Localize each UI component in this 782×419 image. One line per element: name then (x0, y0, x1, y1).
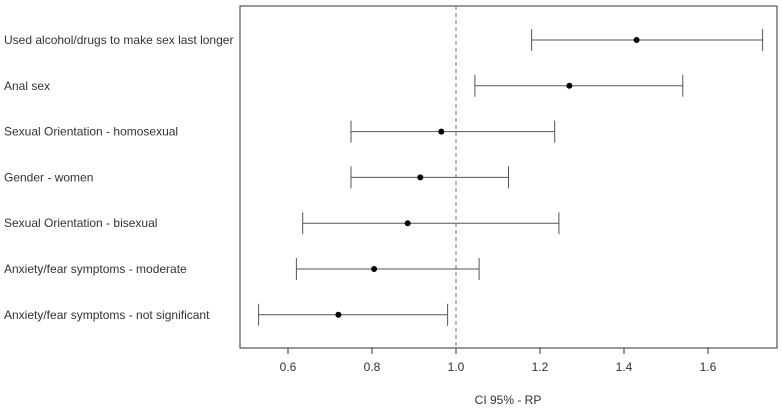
row-label: Sexual Orientation - bisexual (4, 216, 157, 230)
x-tick-label: 0.6 (280, 360, 297, 374)
x-tick-label: 0.8 (364, 360, 381, 374)
row-label: Anal sex (4, 79, 50, 93)
estimate-point (371, 266, 378, 272)
estimate-point (335, 311, 342, 318)
plot-frame (239, 5, 778, 349)
row-label: Anxiety/fear symptoms - moderate (4, 262, 187, 276)
estimate-point (566, 82, 573, 89)
estimate-point (633, 37, 640, 43)
x-tick-label: 1.2 (532, 360, 549, 374)
estimate-point (404, 220, 411, 227)
row-label: Sexual Orientation - homosexual (4, 125, 178, 139)
row-label: Gender - women (4, 170, 93, 184)
estimate-point (438, 128, 445, 135)
x-axis-label: CI 95% - RP (475, 393, 542, 407)
estimate-point (417, 174, 424, 181)
row-label: Used alcohol/drugs to make sex last long… (4, 33, 233, 47)
row-label: Anxiety/fear symptoms - not significant (4, 308, 210, 322)
x-tick-label: 1.0 (448, 360, 465, 374)
x-tick-label: 1.6 (700, 360, 717, 374)
x-tick-label: 1.4 (616, 360, 633, 374)
